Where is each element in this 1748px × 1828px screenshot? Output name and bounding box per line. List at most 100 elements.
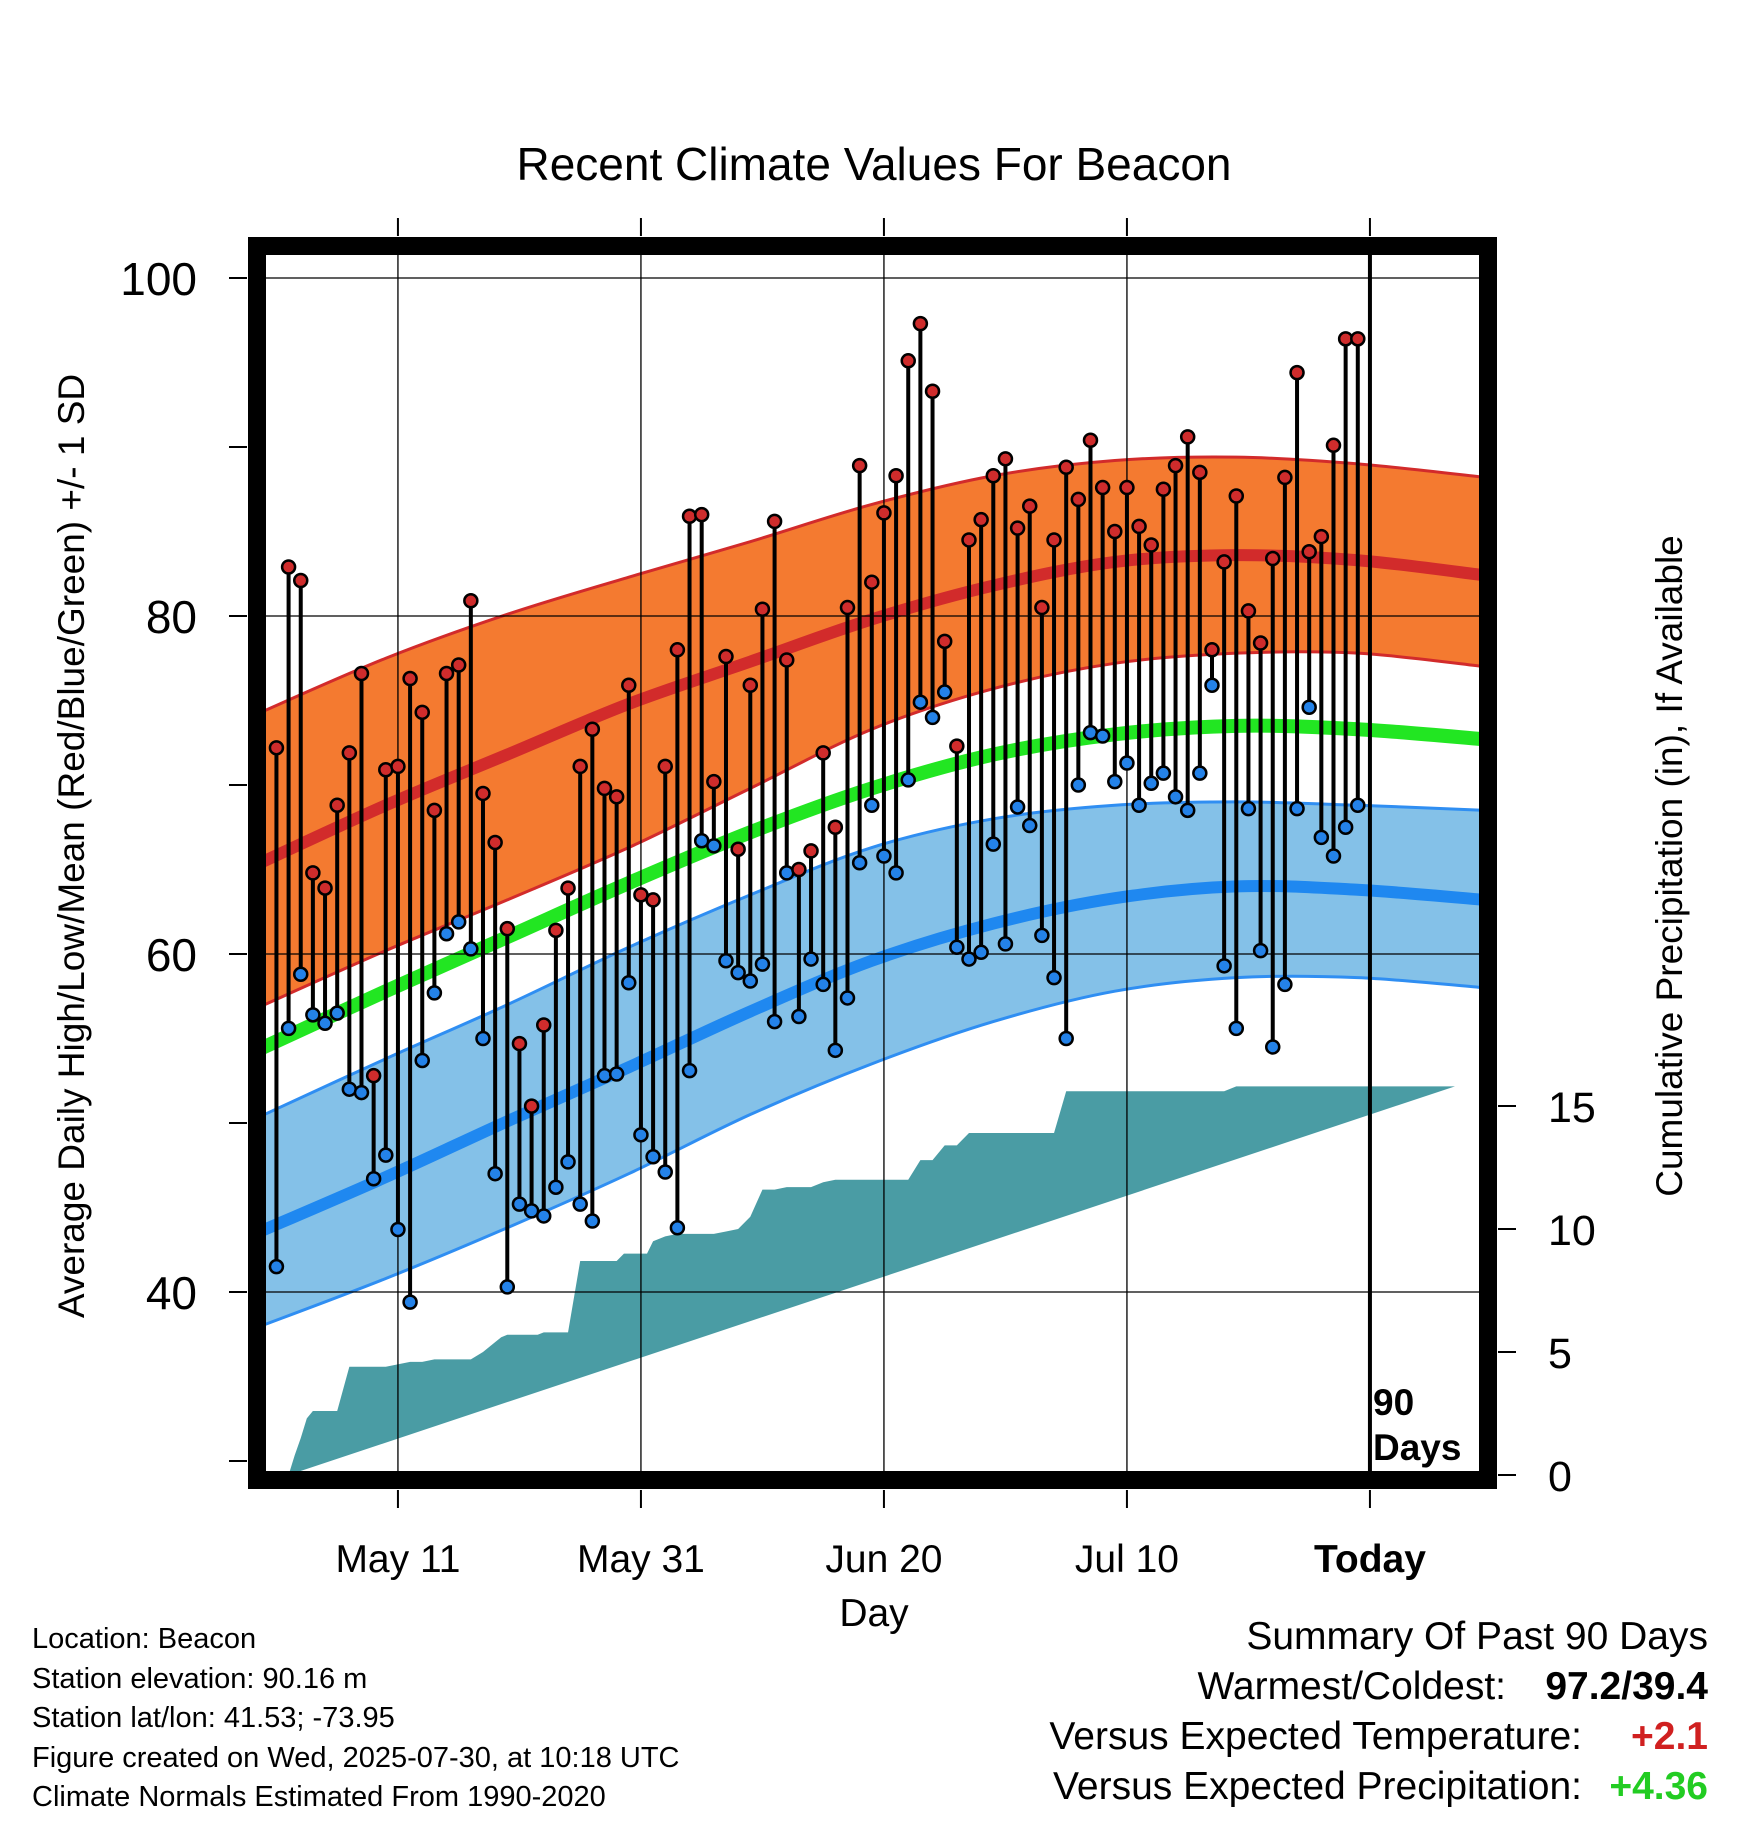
daily-low-point: [1289, 800, 1305, 817]
y-axis-label: Average Daily High/Low/Mean (Red/Blue/Gr…: [51, 374, 92, 1318]
y-tick-label: 100: [120, 253, 197, 305]
daily-high-point: [754, 601, 771, 617]
daily-low-point: [390, 1221, 406, 1238]
daily-high-point: [851, 457, 868, 474]
daily-high-point: [693, 506, 710, 523]
daily-high-point: [329, 797, 345, 814]
daily-low-point: [730, 964, 746, 981]
daily-low-point: [1337, 819, 1354, 835]
daily-high-point: [365, 1067, 382, 1084]
daily-low-point: [1070, 777, 1087, 793]
daily-low-point: [1034, 927, 1050, 944]
daily-low-point: [839, 990, 856, 1006]
daily-low-point: [924, 709, 941, 726]
daily-low-point: [827, 1042, 844, 1059]
temp-departure-row: Versus Expected Temperature: +2.1: [1049, 1712, 1708, 1762]
daily-high-point: [402, 670, 418, 687]
plot-frame: [248, 237, 1497, 1489]
daily-high-point: [463, 593, 479, 609]
daily-high-point: [645, 892, 661, 908]
daily-high-point: [706, 773, 722, 790]
daily-high-point: [1216, 554, 1232, 570]
daily-high-point: [317, 880, 333, 896]
daily-low-point: [292, 966, 309, 983]
daily-high-point: [1143, 537, 1159, 553]
daily-high-point: [584, 721, 601, 737]
daily-high-point: [1325, 437, 1342, 454]
daily-low-point: [511, 1196, 528, 1212]
daily-low-point: [535, 1208, 552, 1224]
daily-high-point: [864, 574, 880, 590]
daily-low-point: [548, 1179, 564, 1195]
daily-high-point: [1131, 518, 1147, 535]
daily-high-point: [949, 738, 965, 754]
daily-high-point: [827, 819, 844, 835]
daily-high-point: [390, 758, 406, 775]
daily-low-point: [1192, 765, 1208, 781]
daily-low-point: [450, 914, 467, 930]
daily-high-point: [888, 467, 904, 484]
daily-low-point: [560, 1154, 576, 1170]
x-tick-label: Jun 20: [825, 1538, 942, 1581]
daily-low-point: [1021, 817, 1038, 834]
daily-high-point: [511, 1035, 528, 1052]
daily-high-point: [305, 865, 321, 881]
daily-low-point: [1204, 677, 1220, 694]
chart-title: Recent Climate Values For Beacon: [516, 138, 1231, 190]
daily-low-point: [973, 944, 989, 961]
plot-border: [248, 237, 1497, 1489]
daily-high-point: [1167, 457, 1184, 474]
daily-high-point: [450, 657, 467, 673]
daily-high-point: [487, 834, 503, 851]
daily-high-point: [778, 652, 795, 668]
daily-high-point: [523, 1098, 540, 1114]
daily-high-point: [596, 780, 613, 797]
y2-tick-label: 15: [1548, 1084, 1596, 1132]
daily-low-point: [1094, 728, 1111, 744]
daily-high-point: [341, 745, 358, 761]
precip-area-layer: [288, 1086, 1455, 1475]
daily-high-point: [961, 532, 977, 548]
daily-low-point: [900, 772, 916, 788]
daily-high-point: [414, 704, 430, 721]
daily-high-point: [535, 1017, 552, 1033]
daily-low-point: [876, 848, 892, 864]
daily-low-point: [317, 1015, 333, 1032]
daily-high-point: [280, 559, 297, 575]
daily-low-point: [329, 1005, 345, 1021]
daily-high-point: [1119, 479, 1135, 496]
daily-low-point: [1228, 1020, 1245, 1037]
daily-high-point: [1179, 429, 1196, 445]
daily-low-point: [706, 838, 722, 854]
daily-high-point: [438, 665, 455, 682]
daily-low-point: [584, 1213, 601, 1229]
summary-panel: Summary Of Past 90 Days Warmest/Coldest:…: [1049, 1612, 1708, 1812]
daily-low-point: [645, 1149, 661, 1165]
y2-axis-label: Cumulative Precipitation (in), If Availa…: [1649, 535, 1690, 1197]
daily-high-point: [1228, 488, 1245, 504]
daily-high-point: [499, 920, 516, 937]
daily-high-point: [1021, 498, 1038, 514]
daily-low-point: [572, 1196, 588, 1212]
latlon-text: Station lat/lon: 41.53; -73.95: [32, 1702, 395, 1734]
daily-low-point: [475, 1030, 491, 1047]
daily-high-point: [475, 785, 491, 802]
daily-low-point: [463, 941, 479, 957]
daily-low-point: [1167, 789, 1184, 805]
normals-text: Climate Normals Estimated From 1990-2020: [32, 1781, 606, 1813]
daily-high-point: [669, 642, 686, 658]
daily-low-point: [402, 1294, 418, 1310]
daily-low-point: [1350, 797, 1366, 814]
daily-high-point: [924, 383, 941, 399]
y2-tick-label: 5: [1548, 1330, 1572, 1378]
daily-low-point: [1046, 969, 1062, 986]
daily-high-point: [1350, 331, 1366, 347]
daily-low-point: [851, 854, 868, 871]
daily-high-point: [1155, 481, 1172, 497]
daily-high-point: [1046, 532, 1062, 548]
daily-low-point: [1058, 1030, 1074, 1047]
daily-high-point: [997, 451, 1014, 467]
daily-high-point: [1313, 528, 1330, 545]
daily-low-point: [815, 976, 831, 993]
x-tick-label: Today: [1314, 1538, 1426, 1581]
